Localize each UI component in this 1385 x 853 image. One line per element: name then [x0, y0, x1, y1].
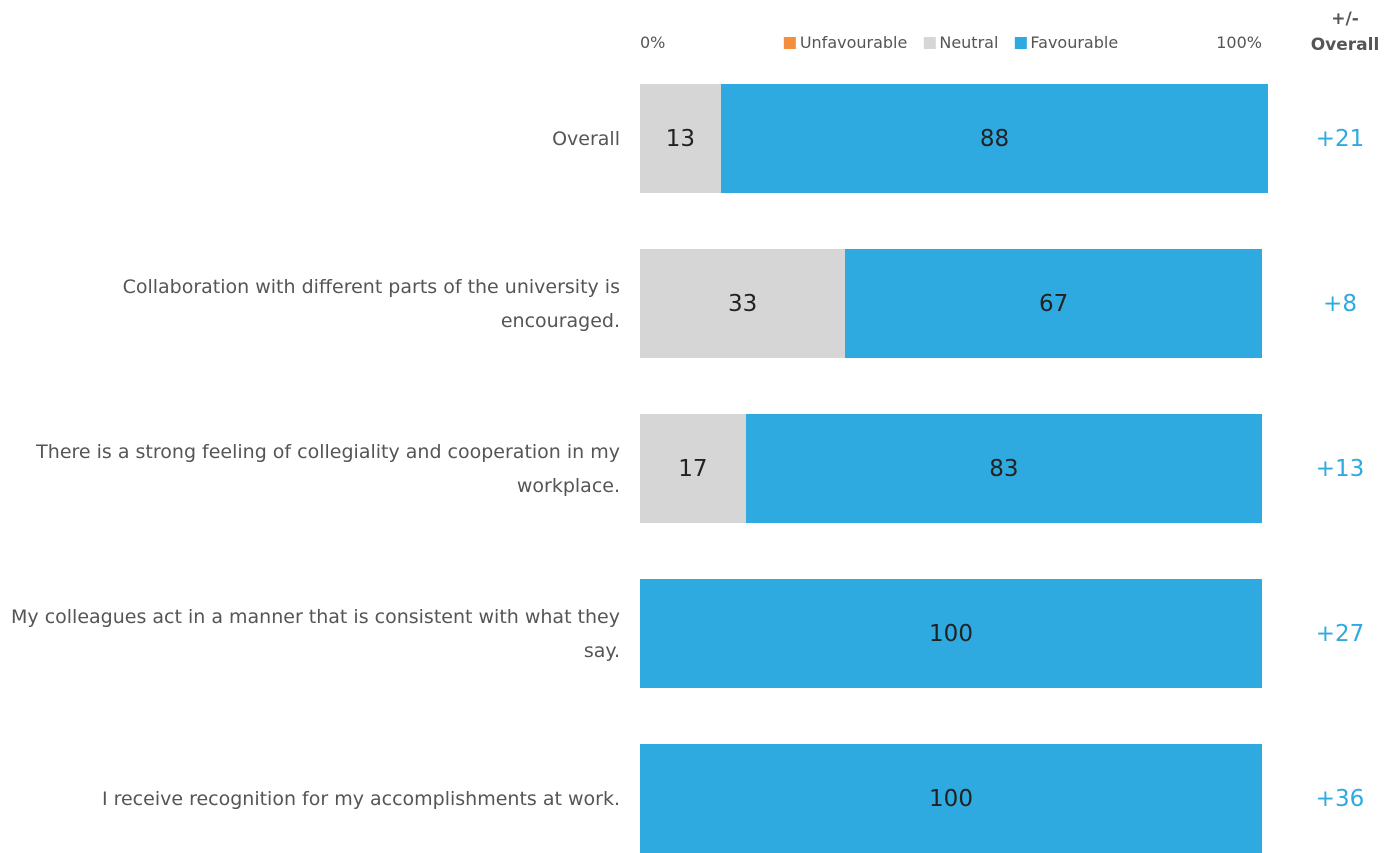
- difference-value: +27: [1315, 620, 1365, 647]
- difference-value: +36: [1315, 785, 1365, 812]
- bar-segment: [640, 414, 746, 523]
- data-label: 17: [678, 455, 708, 482]
- legend-label: Neutral: [939, 33, 999, 52]
- legend-swatch: [923, 36, 936, 49]
- bar-segment: [640, 744, 1262, 853]
- category-label: Collaboration with different parts of th…: [122, 275, 620, 332]
- difference-value: +8: [1323, 290, 1357, 317]
- legend-label: Favourable: [1030, 33, 1119, 52]
- category-label: I receive recognition for my accomplishm…: [101, 787, 620, 810]
- difference-value: +21: [1315, 125, 1365, 152]
- data-label: 67: [1038, 290, 1069, 317]
- category-label: Overall: [552, 127, 620, 150]
- legend-label: Unfavourable: [799, 33, 908, 52]
- legend-item: Unfavourable: [783, 33, 908, 52]
- x-tick-label: 100%: [1216, 33, 1262, 52]
- legend-item: Favourable: [1014, 33, 1118, 52]
- legend: Unfavourable Neutral Favourable: [783, 33, 1118, 52]
- data-label: 83: [989, 455, 1019, 482]
- bar-segment: [640, 249, 846, 358]
- category-label: There is a strong feeling of collegialit…: [36, 440, 620, 497]
- data-label: 33: [727, 290, 758, 317]
- legend-item: Neutral: [923, 33, 998, 52]
- data-label: 13: [665, 125, 696, 152]
- difference-title: +/- Overall: [1310, 9, 1380, 55]
- data-label: 100: [929, 785, 973, 812]
- data-label: 88: [979, 125, 1010, 152]
- x-tick-label: 0%: [640, 33, 666, 52]
- legend-swatch: [783, 36, 796, 49]
- bar-segment: [845, 249, 1262, 358]
- category-label: My colleagues act in a manner that is co…: [11, 605, 620, 662]
- data-label: 100: [929, 620, 973, 647]
- bar-segment: [745, 414, 1262, 523]
- bar-segment: [640, 579, 1262, 688]
- difference-value: +13: [1315, 455, 1365, 482]
- bar-segment: [720, 84, 1269, 193]
- bar-segment: [640, 84, 721, 193]
- legend-swatch: [1014, 36, 1027, 49]
